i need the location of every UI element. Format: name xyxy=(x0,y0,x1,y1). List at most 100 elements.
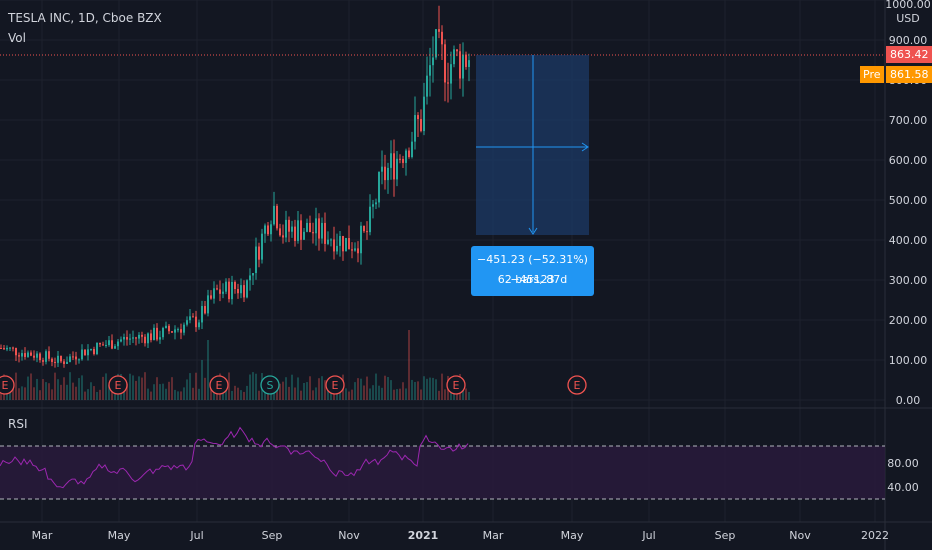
candle-body xyxy=(240,285,242,294)
volume-bar xyxy=(438,390,440,400)
candle-body xyxy=(426,75,428,97)
candle-body xyxy=(390,153,392,168)
measure-arrow-right xyxy=(581,142,589,152)
volume-bar xyxy=(228,372,230,400)
volume-bar xyxy=(237,387,239,400)
volume-bar xyxy=(177,391,179,400)
candle-body xyxy=(168,325,170,332)
candle-body xyxy=(381,166,383,172)
volume-bar xyxy=(240,390,242,400)
candle-body xyxy=(87,349,89,356)
candle-body xyxy=(222,291,224,294)
candle-body xyxy=(291,226,293,232)
volume-bar xyxy=(366,376,368,400)
volume-bar xyxy=(87,389,89,400)
candle-body xyxy=(42,360,44,362)
candle-body xyxy=(468,60,470,67)
candle-body xyxy=(111,340,113,349)
volume-bar xyxy=(252,372,254,400)
candle-body xyxy=(93,349,95,355)
volume-bar xyxy=(96,391,98,400)
volume-bar xyxy=(90,382,92,400)
volume-bar xyxy=(339,390,341,400)
candle-body xyxy=(252,273,254,276)
volume-bar xyxy=(423,376,425,400)
candle-body xyxy=(63,361,65,364)
candle-body xyxy=(0,348,2,349)
chart-legend-title[interactable]: TESLA INC, 1D, Cboe BZX xyxy=(8,11,162,25)
candle-body xyxy=(270,224,272,235)
candle-body xyxy=(441,31,443,45)
candle-body xyxy=(138,334,140,339)
measure-change-text: −451.23 (−52.31%) −45123 xyxy=(477,253,588,286)
price-tick: 200.00 xyxy=(889,314,928,327)
time-tick: May xyxy=(108,529,131,542)
volume-legend[interactable]: Vol xyxy=(8,31,26,45)
candle-body xyxy=(288,219,290,232)
time-tick: Sep xyxy=(715,529,736,542)
price-tick: 400.00 xyxy=(889,234,928,247)
volume-bar xyxy=(99,389,101,400)
candle-body xyxy=(105,345,107,347)
candle-body xyxy=(120,339,122,342)
volume-bar xyxy=(288,386,290,400)
candle-body xyxy=(213,288,215,299)
volume-bar xyxy=(210,384,212,400)
volume-bar xyxy=(231,390,233,400)
volume-bar xyxy=(399,388,401,400)
volume-bar xyxy=(66,384,68,400)
candle-body xyxy=(456,49,458,52)
volume-bar xyxy=(390,380,392,400)
time-tick: Jul xyxy=(641,529,655,542)
volume-bar xyxy=(180,391,182,400)
time-tick: May xyxy=(561,529,584,542)
candle-body xyxy=(243,285,245,298)
candle-body xyxy=(189,316,191,321)
volume-bar xyxy=(186,379,188,400)
volume-bar xyxy=(291,374,293,400)
candle-body xyxy=(216,288,218,290)
volume-bar xyxy=(129,373,131,400)
candle-body xyxy=(48,351,50,359)
volume-bar xyxy=(363,385,365,400)
volume-bar xyxy=(318,378,320,400)
volume-bar xyxy=(183,387,185,400)
candle-body xyxy=(147,333,149,344)
volume-bar xyxy=(51,389,53,400)
candle-body xyxy=(336,245,338,252)
volume-bar xyxy=(78,378,80,400)
candle-body xyxy=(375,202,377,205)
time-tick: Sep xyxy=(262,529,283,542)
candle-body xyxy=(432,57,434,66)
candle-body xyxy=(351,249,353,251)
candle-body xyxy=(108,340,110,346)
measure-arrow-down xyxy=(528,227,538,235)
candle-body xyxy=(207,295,209,314)
volume-bar xyxy=(93,386,95,400)
price-tick: 600.00 xyxy=(889,154,928,167)
volume-bar xyxy=(315,387,317,400)
time-tick: 2022 xyxy=(861,529,889,542)
candle-body xyxy=(366,231,368,233)
candle-body xyxy=(102,344,104,346)
volume-bar xyxy=(84,391,86,400)
candle-body xyxy=(165,325,167,329)
volume-bar xyxy=(435,379,437,400)
volume-bar xyxy=(279,383,281,400)
rsi-legend[interactable]: RSI xyxy=(8,417,28,431)
volume-bar xyxy=(345,388,347,400)
candle-body xyxy=(417,115,419,120)
candle-body xyxy=(261,233,263,260)
candle-body xyxy=(279,228,281,236)
candle-body xyxy=(33,355,35,358)
candle-body xyxy=(447,82,449,84)
price-tick: 0.00 xyxy=(896,394,921,407)
volume-bar xyxy=(69,372,71,400)
candle-body xyxy=(306,222,308,232)
candle-body xyxy=(258,246,260,260)
candle-body xyxy=(141,334,143,337)
time-tick: Jul xyxy=(189,529,203,542)
volume-bar xyxy=(450,390,452,400)
